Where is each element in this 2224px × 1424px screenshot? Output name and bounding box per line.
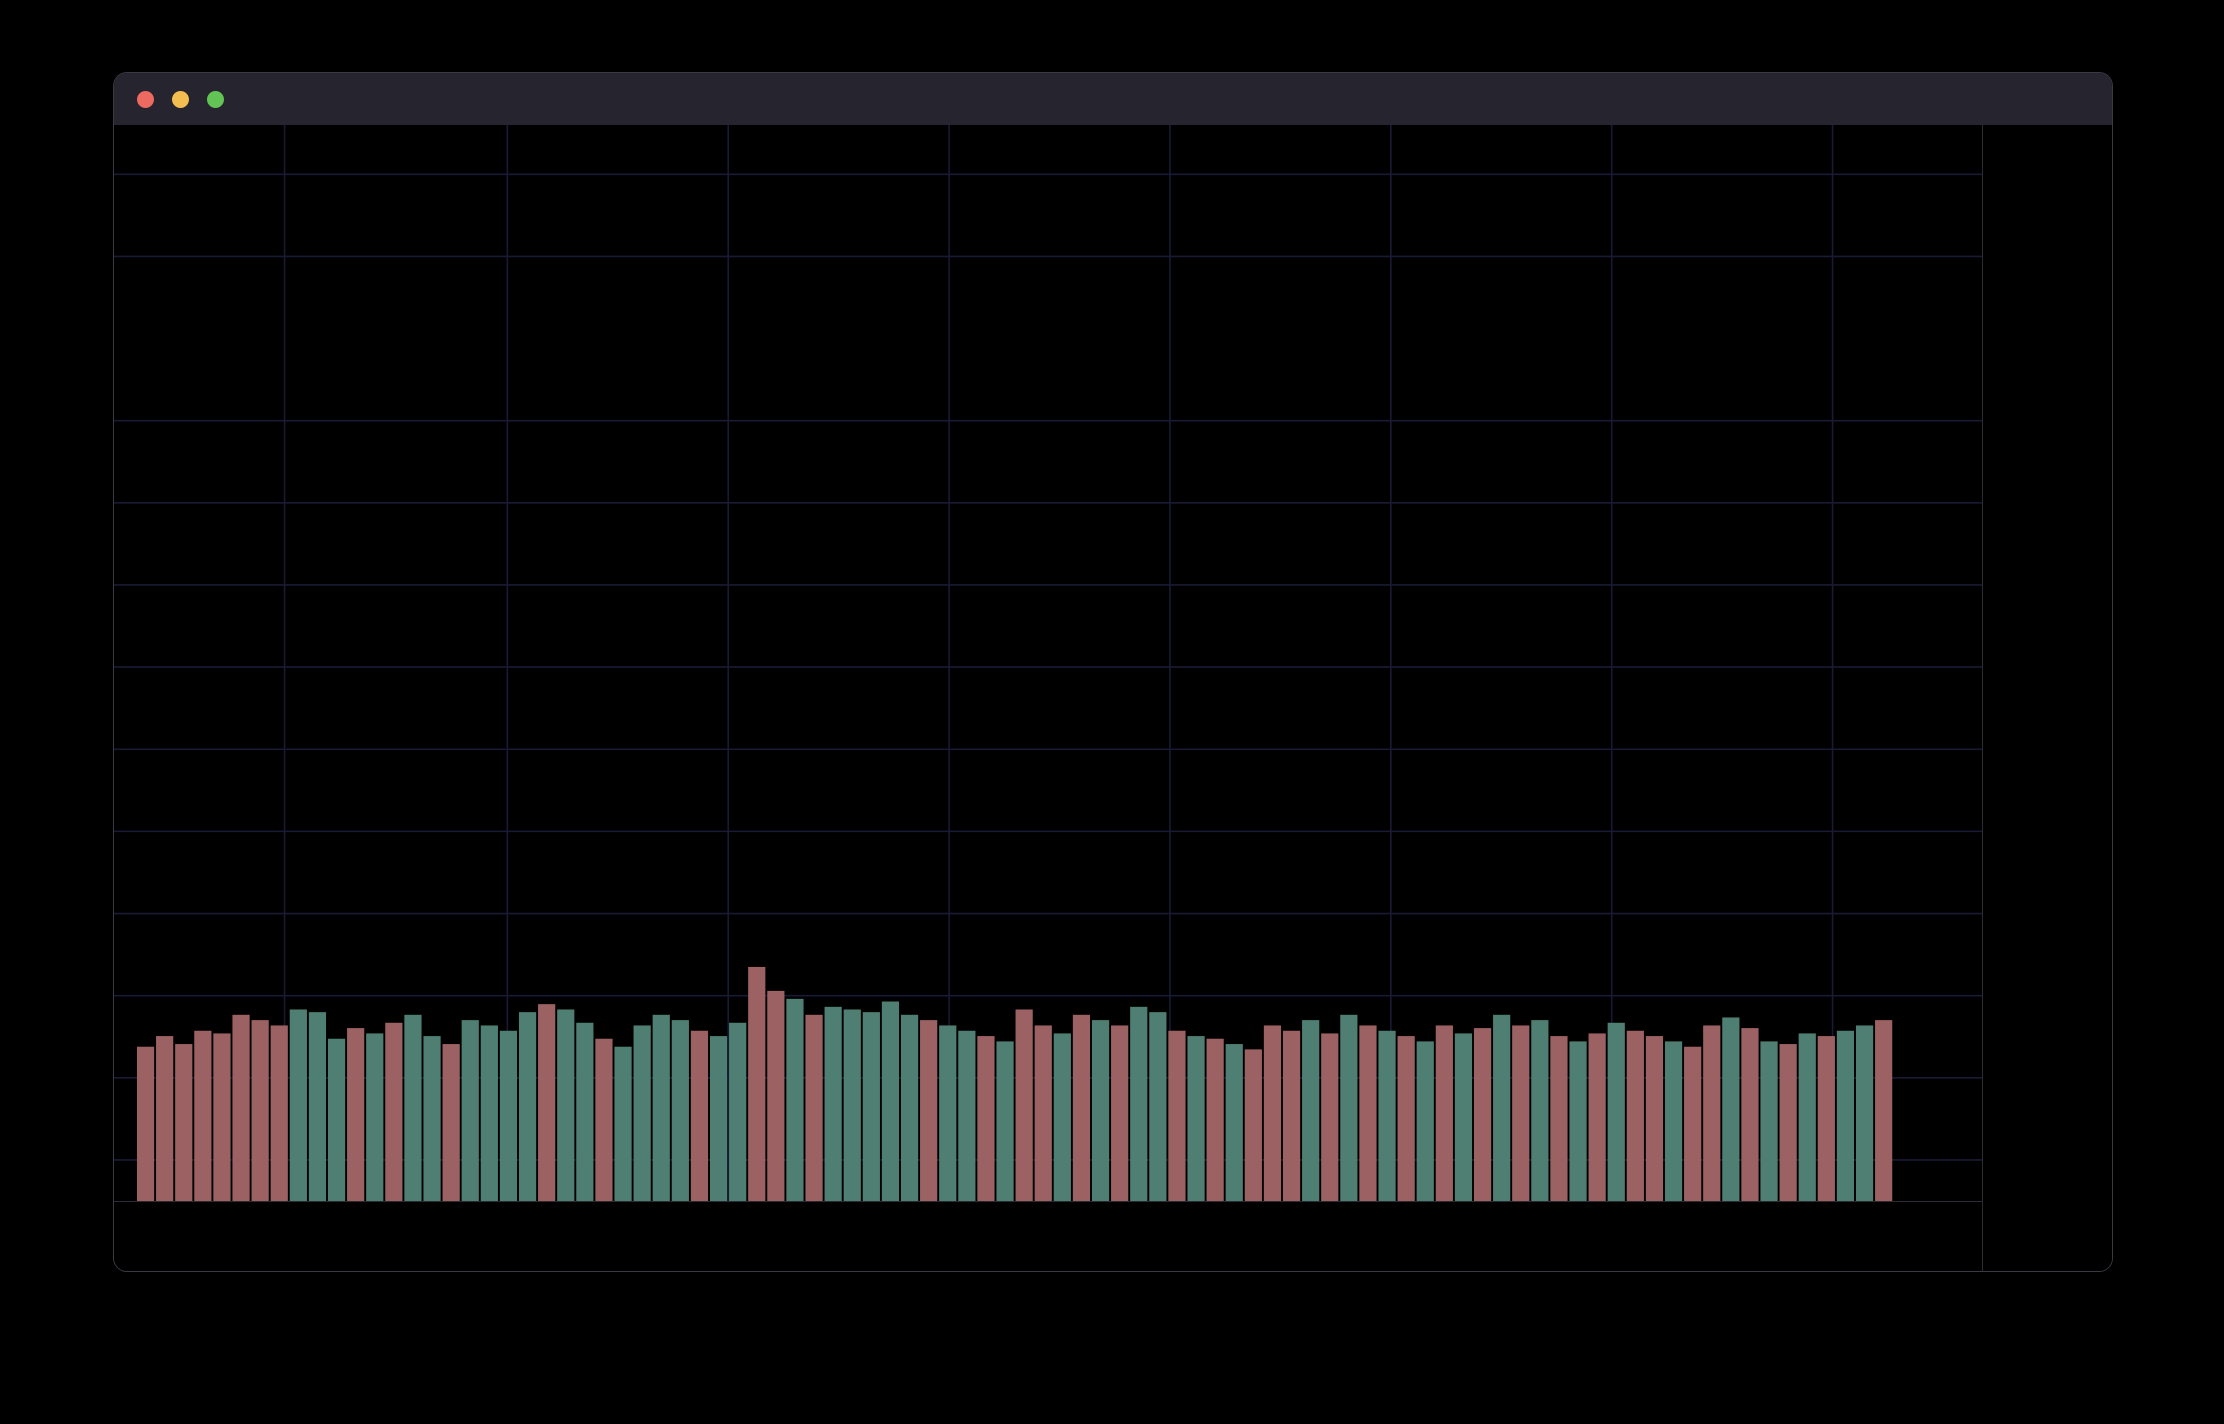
maximize-button[interactable] [207,91,224,108]
window-titlebar [114,73,2112,125]
close-button[interactable] [137,91,154,108]
minimize-button[interactable] [172,91,189,108]
chart-body [114,125,2112,1271]
price-axis[interactable] [1982,125,2112,1271]
time-axis[interactable] [114,1201,1984,1271]
chart-window [113,72,2113,1272]
plot-area[interactable] [114,125,1984,1271]
volume-bars [136,966,1893,1201]
candlestick-plot [114,125,1984,1201]
